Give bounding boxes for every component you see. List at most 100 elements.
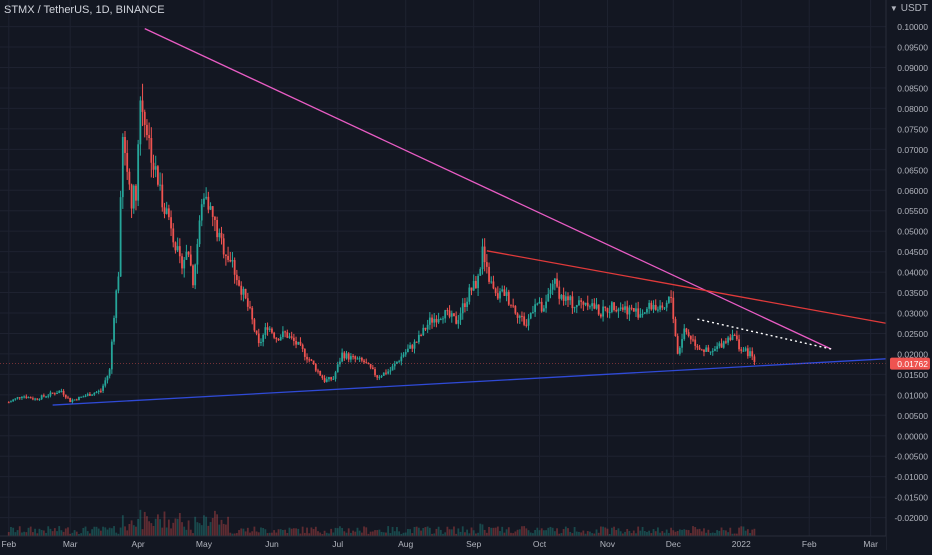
volume-bar <box>49 528 52 536</box>
volume-bar <box>91 529 94 536</box>
volume-bar <box>547 527 550 536</box>
candle-body <box>95 392 98 394</box>
volume-bar <box>75 531 78 536</box>
volume-bar <box>527 530 530 536</box>
candle-body <box>275 337 278 339</box>
volume-bar <box>461 526 464 536</box>
candle-body <box>80 396 83 398</box>
volume-bar <box>97 528 100 536</box>
candle-body <box>299 341 302 345</box>
volume-bar <box>205 516 208 536</box>
time-tick-label: Feb <box>1 539 16 549</box>
volume-bar <box>751 529 754 536</box>
volume-bar <box>744 530 747 536</box>
candle-body <box>617 308 620 312</box>
time-tick-label: Feb <box>802 539 817 549</box>
candle-body <box>641 313 644 315</box>
candle-body <box>183 259 186 269</box>
volume-bar <box>102 526 104 536</box>
volume-bar <box>95 526 98 536</box>
volume-bar <box>646 531 648 536</box>
candle-body <box>740 349 743 351</box>
volume-bar <box>71 532 74 536</box>
volume-bar <box>376 530 379 536</box>
candle-body <box>672 297 675 319</box>
volume-bar <box>507 527 510 536</box>
volume-bar <box>288 527 291 536</box>
time-tick-label: Sep <box>466 539 481 549</box>
candle-body <box>12 399 15 402</box>
volume-bar <box>185 529 188 536</box>
candle-body <box>494 288 497 294</box>
price-axis[interactable]: 0.10000 0.09500 0.09000 0.08500 0.08000 0.075… <box>885 0 932 550</box>
candle-body <box>170 217 172 229</box>
candle-body <box>442 318 444 320</box>
candle-body <box>435 318 438 323</box>
volume-bar <box>99 530 102 536</box>
candle-body <box>36 398 39 400</box>
candle-body <box>556 278 558 287</box>
candle-body <box>545 301 547 309</box>
candle-body <box>240 285 243 295</box>
volume-bar <box>735 533 738 536</box>
candle-body <box>593 303 596 309</box>
candle-body <box>216 219 219 238</box>
candle-body <box>266 327 269 330</box>
volume-bar <box>466 529 469 536</box>
candle-body <box>89 394 91 396</box>
price-tick-label: 0.05500 <box>897 206 928 216</box>
trendline-mid-red <box>486 250 887 324</box>
time-tick-label: Mar <box>63 539 78 549</box>
candle-body <box>277 338 280 341</box>
candle-body <box>205 196 208 199</box>
volume-bar <box>672 530 675 536</box>
trendlines[interactable] <box>0 28 887 406</box>
volume-bar <box>413 526 416 536</box>
currency-selector[interactable]: ▼ USDT <box>890 3 928 14</box>
volume-bar <box>652 529 655 536</box>
volume-bar <box>720 527 723 536</box>
volume-bar <box>132 525 135 536</box>
time-axis[interactable]: Feb Mar Apr May Jun Jul Aug Sep Oct Nov Dec 2022 Feb… <box>0 535 886 550</box>
candle-body <box>23 396 26 398</box>
price-tick-label: 0.09000 <box>897 63 928 73</box>
candle-body <box>417 334 420 343</box>
candle-body <box>323 377 326 382</box>
candle-body <box>49 392 52 396</box>
candle-body <box>621 307 624 310</box>
volume-bar <box>203 515 205 536</box>
volume-bar <box>448 529 451 536</box>
volume-bar <box>135 526 137 536</box>
volume-bar <box>558 533 561 536</box>
volume-bar <box>584 533 587 536</box>
candle-body <box>347 353 350 360</box>
price-tick-label: 0.08500 <box>897 83 928 93</box>
volume-bar <box>45 532 47 536</box>
candle-body <box>683 328 686 340</box>
candle-body <box>696 345 699 348</box>
candle-body <box>560 294 563 299</box>
volume-bar <box>284 529 286 536</box>
candle-body <box>738 339 740 350</box>
volume-bar <box>89 533 91 536</box>
candle-body <box>163 207 166 214</box>
volume-bar <box>16 530 19 536</box>
volume-bar <box>189 529 192 536</box>
volume-bar <box>104 527 107 536</box>
volume-bar <box>321 533 324 536</box>
candle-body <box>404 352 407 355</box>
volume-bar <box>339 526 341 536</box>
time-tick-label: Nov <box>600 539 616 549</box>
volume-bar <box>332 532 335 536</box>
volume-bar <box>343 531 346 536</box>
candle-body <box>139 100 142 145</box>
candle-body <box>635 308 637 312</box>
candle-body <box>360 357 363 361</box>
volume-bar <box>716 530 719 536</box>
candles[interactable] <box>7 83 756 404</box>
volume-bar <box>549 526 552 536</box>
candle-body <box>628 307 631 315</box>
candle-body <box>681 339 683 348</box>
